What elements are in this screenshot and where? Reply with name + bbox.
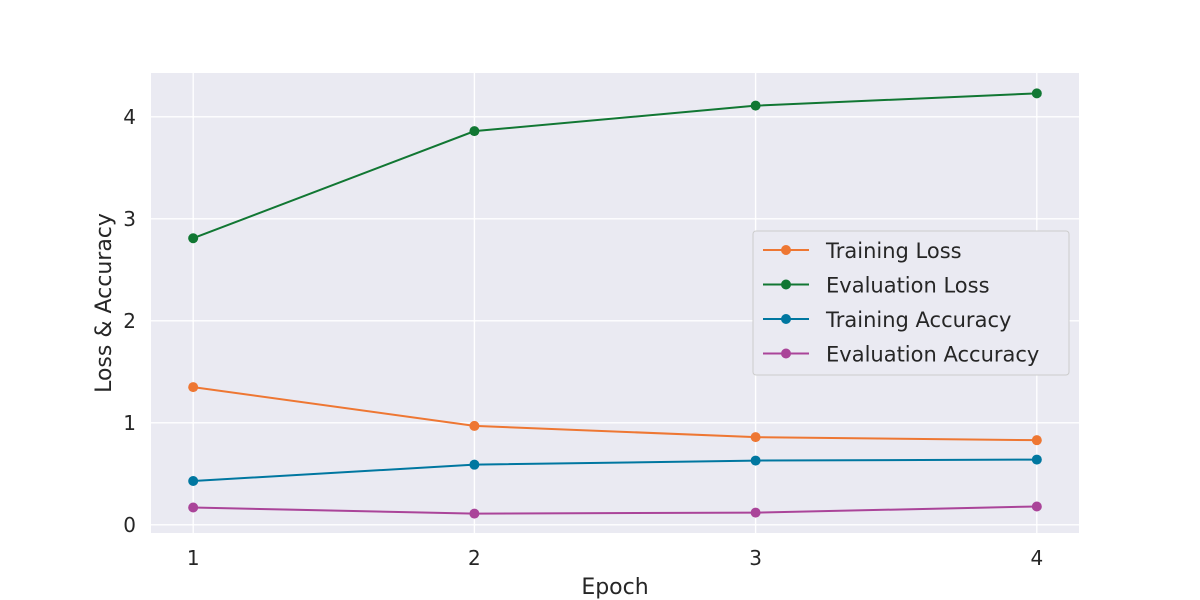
legend: Training Loss Evaluation Loss Training Acc… [752, 230, 1070, 376]
y-tick-label: 4 [123, 105, 136, 129]
x-tick-label: 4 [1030, 546, 1043, 570]
data-point [750, 432, 761, 443]
data-point [469, 420, 480, 431]
x-tick-label: 1 [187, 546, 200, 570]
data-point [750, 100, 761, 111]
x-tick-label: 2 [468, 546, 481, 570]
data-point [188, 233, 199, 244]
data-point [1031, 88, 1042, 99]
y-tick-label: 0 [123, 513, 136, 537]
data-point [188, 502, 199, 513]
legend-label: Evaluation Accuracy [826, 343, 1039, 367]
data-point [1031, 454, 1042, 465]
data-point [1031, 501, 1042, 512]
series-line-1 [192, 92, 1037, 240]
y-tick-label: 2 [123, 309, 136, 333]
legend-label: Evaluation Loss [826, 274, 990, 298]
series-line-2 [193, 458, 1037, 482]
data-point [188, 382, 199, 393]
y-tick-label: 1 [123, 411, 136, 435]
data-point [469, 508, 480, 519]
legend-label: Training Accuracy [825, 308, 1011, 332]
legend-swatch-marker [781, 245, 791, 255]
legend-swatch-marker [781, 314, 791, 324]
data-point [469, 126, 480, 137]
data-point [188, 475, 199, 486]
x-tick-labels: 1 2 3 4 [187, 546, 1043, 570]
legend-box [752, 230, 1070, 376]
legend-swatch-marker [781, 348, 791, 359]
x-tick-label: 3 [749, 546, 762, 570]
y-tick-label: 3 [123, 207, 136, 231]
y-tick-labels: 0 1 2 3 4 [123, 105, 136, 537]
y-axis-label: Loss & Accuracy [92, 213, 117, 393]
data-point [750, 455, 761, 466]
legend-label: Training Loss [825, 239, 962, 263]
series-line-3 [193, 505, 1037, 515]
series-layer [188, 88, 1042, 519]
data-point [750, 507, 761, 518]
series-line-0 [193, 386, 1037, 442]
data-point [469, 459, 480, 470]
x-axis-label: Epoch [581, 575, 648, 600]
legend-swatch-marker [781, 279, 791, 290]
data-point [1031, 435, 1042, 446]
